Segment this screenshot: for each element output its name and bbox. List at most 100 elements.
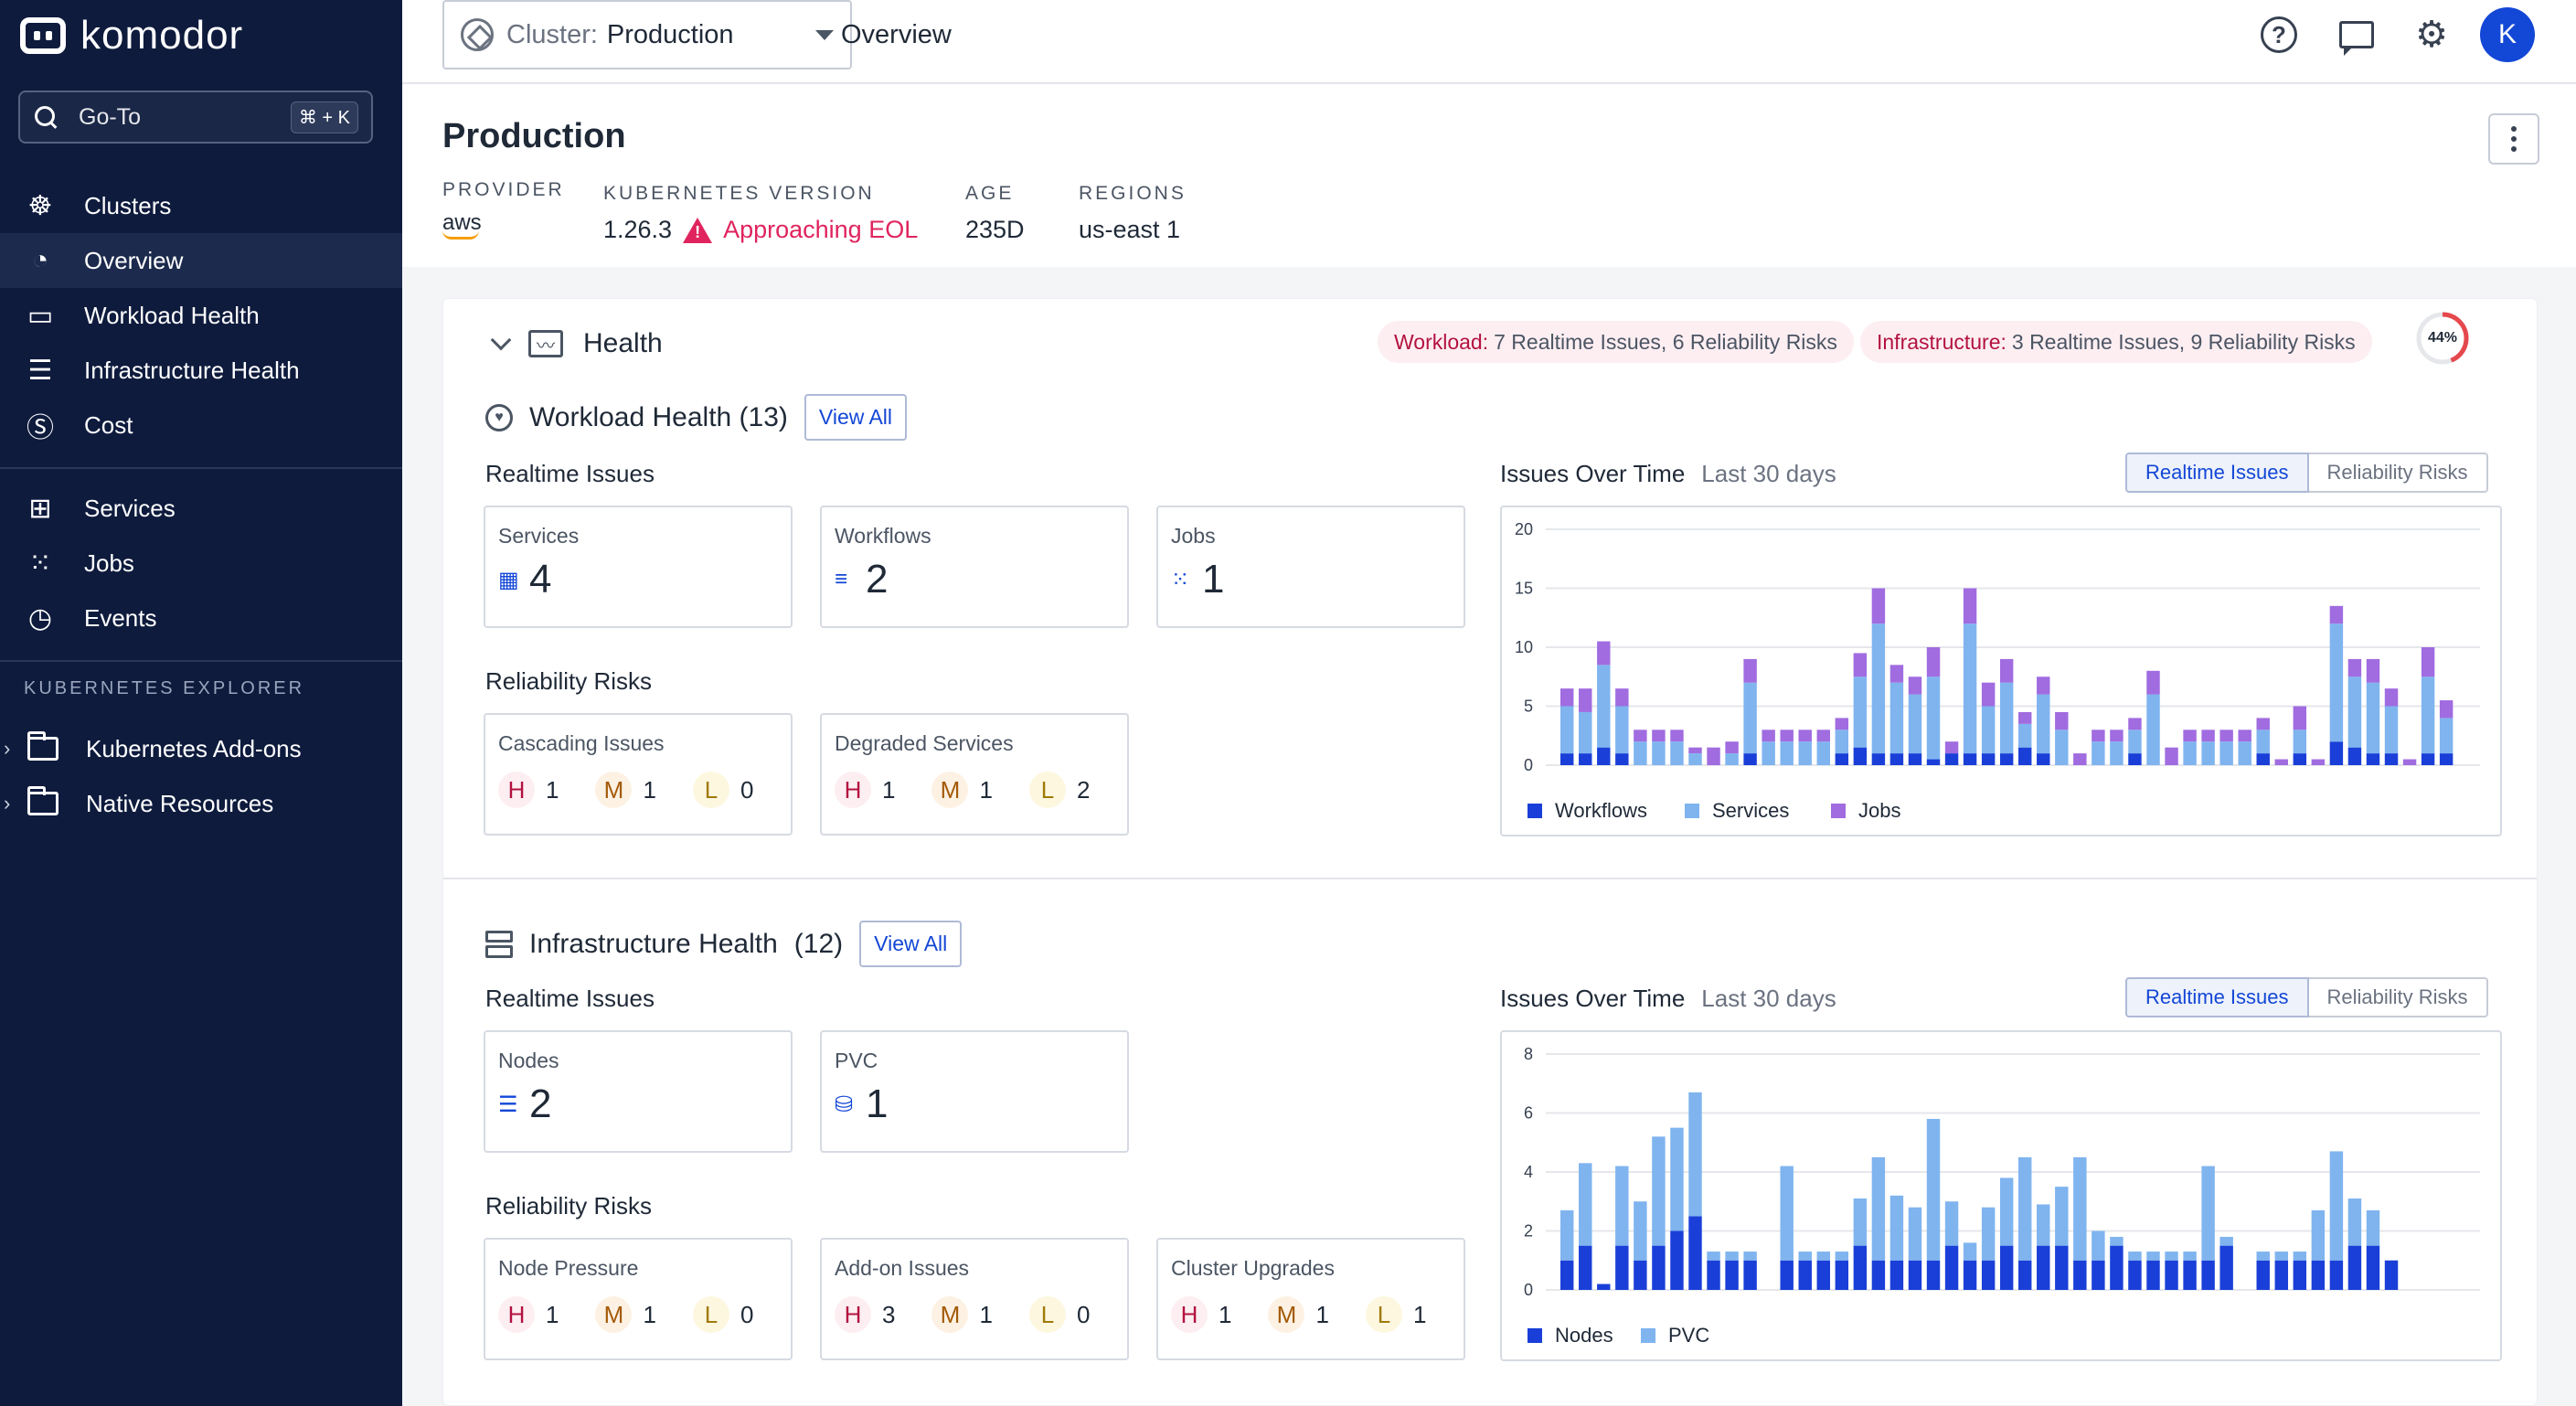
high-count: 1 [546, 775, 559, 804]
bar-segment-nodes [2366, 1245, 2380, 1290]
sidebar-item-cost[interactable]: Ⓢ Cost [0, 398, 402, 453]
bar-segment-nodes [1560, 1260, 1574, 1290]
infrastructure-summary-pill[interactable]: Infrastructure: 3 Realtime Issues, 9 Rel… [1860, 321, 2372, 363]
bar-segment-services [2128, 730, 2142, 754]
goto-search-button[interactable]: Go-To ⌘ + K [18, 91, 373, 144]
realtime-issues-toggle[interactable]: Realtime Issues [2125, 453, 2309, 493]
bar-segment-jobs [1615, 688, 1629, 707]
bar-segment-jobs [2439, 700, 2454, 719]
bar-segment-services [1725, 753, 1739, 765]
sidebar-item-label: Jobs [84, 549, 134, 577]
medium-count: 1 [979, 775, 993, 804]
health-title: Health [583, 328, 663, 358]
eol-warning[interactable]: Approaching EOL [723, 216, 919, 243]
sidebar-item-native-resources[interactable]: › Native Resources [0, 776, 402, 831]
bar-segment-pvc [2183, 1252, 2197, 1261]
bar-segment-services [1780, 741, 1794, 765]
services-issues-tile[interactable]: Services ▦ 4 [484, 506, 793, 628]
jobs-issues-tile[interactable]: Jobs ⁙ 1 [1156, 506, 1465, 628]
health-score-label: 44% [2427, 330, 2458, 346]
sidebar-item-workload-health[interactable]: ▭ Workload Health [0, 288, 402, 343]
sidebar-item-label: Overview [84, 246, 184, 274]
gear-icon[interactable]: ⚙ [2415, 15, 2448, 55]
tile-value: 4 [529, 557, 552, 602]
helm-wheel-icon [461, 18, 494, 51]
sidebar-item-clusters[interactable]: ☸ Clusters [0, 178, 402, 233]
sidebar-item-kubernetes-addons[interactable]: › Kubernetes Add-ons [0, 721, 402, 776]
workload-view-all-button[interactable]: View All [804, 394, 908, 441]
sidebar-item-overview[interactable]: ◔ Overview [0, 233, 402, 288]
bar-segment-pvc [2311, 1209, 2326, 1261]
chevron-down-icon[interactable] [490, 329, 512, 351]
bar-segment-nodes [1908, 1260, 1922, 1290]
bar-segment-workflows [1926, 759, 1941, 765]
sidebar-item-label: Services [84, 494, 176, 522]
workflows-issues-tile[interactable]: Workflows ≡ 2 [820, 506, 1129, 628]
bar-segment-pvc [1652, 1136, 1666, 1246]
avatar[interactable]: K [2480, 7, 2535, 62]
high-count: 1 [546, 1300, 559, 1328]
bar-segment-nodes [2165, 1260, 2178, 1290]
bar-segment-jobs [1889, 665, 1904, 683]
sidebar-item-events[interactable]: ◷ Events [0, 591, 402, 645]
reliability-risks-toggle[interactable]: Reliability Risks [2308, 977, 2488, 1017]
bar-segment-pvc [2274, 1252, 2288, 1261]
dollar-circle-icon: Ⓢ [27, 413, 54, 443]
search-icon [33, 104, 59, 130]
low-count: 2 [1076, 775, 1091, 804]
medium-badge: M [1268, 1296, 1305, 1333]
sidebar-item-infrastructure-health[interactable]: ☰ Infrastructure Health [0, 343, 402, 398]
ring-progress [2416, 312, 2469, 365]
bar-segment-services [2384, 706, 2399, 754]
reliability-risks-toggle[interactable]: Reliability Risks [2308, 453, 2488, 493]
bar-segment-pvc [2366, 1209, 2380, 1246]
chevron-right-icon[interactable]: › [4, 792, 11, 815]
bar-segment-pvc [1853, 1198, 1868, 1246]
sidebar-item-jobs[interactable]: ⁙ Jobs [0, 536, 402, 591]
medium-count: 1 [979, 1300, 993, 1328]
bar-segment-workflows [1743, 753, 1757, 765]
bar-segment-jobs [1944, 741, 1959, 754]
bar-segment-pvc [2256, 1252, 2270, 1261]
medium-count: 1 [643, 775, 656, 804]
bar-segment-jobs [1579, 688, 1592, 712]
tile-value: 2 [866, 557, 889, 602]
pill-value: 3 Realtime Issues, 9 Reliability Risks [2011, 329, 2356, 354]
breadcrumb: Overview [841, 20, 952, 49]
cluster-selector[interactable]: Cluster: Production [442, 0, 852, 69]
bar-segment-services [2201, 741, 2215, 765]
tile-label: Cluster Upgrades [1171, 1256, 1335, 1280]
bar-segment-services [1999, 682, 2014, 754]
bar-segment-services [2092, 741, 2105, 765]
bar-segment-pvc [2073, 1156, 2087, 1261]
workload-summary-pill[interactable]: Workload: 7 Realtime Issues, 6 Reliabili… [1378, 321, 1854, 363]
bar-segment-jobs [2421, 647, 2435, 677]
infrastructure-health-title: Infrastructure Health [529, 928, 778, 959]
bar-segment-nodes [2018, 1260, 2032, 1290]
bar-segment-nodes [1798, 1260, 1812, 1290]
health-header[interactable]: 〰 Health [490, 321, 663, 367]
bar-segment-services [1670, 741, 1684, 765]
infra-realtime-title: Realtime Issues [485, 985, 655, 1012]
chevron-right-icon[interactable]: › [4, 737, 11, 760]
bar-segment-nodes [1743, 1260, 1757, 1290]
infrastructure-view-all-button[interactable]: View All [859, 921, 963, 967]
more-options-button[interactable] [2488, 113, 2539, 165]
bar-segment-jobs [1798, 730, 1812, 742]
realtime-issues-toggle[interactable]: Realtime Issues [2125, 977, 2309, 1017]
nodes-issues-tile[interactable]: Nodes ☰ 2 [484, 1030, 793, 1153]
chat-icon[interactable] [2336, 14, 2378, 56]
bar-segment-nodes [1670, 1230, 1684, 1290]
legend-swatch [1831, 804, 1846, 818]
bar-segment-jobs [2293, 706, 2307, 730]
sidebar-item-services[interactable]: ⊞ Services [0, 481, 402, 536]
komodor-logo[interactable]: komodor [20, 13, 243, 59]
help-icon[interactable]: ? [2261, 16, 2297, 53]
pvc-issues-tile[interactable]: PVC ⛁ 1 [820, 1030, 1129, 1153]
